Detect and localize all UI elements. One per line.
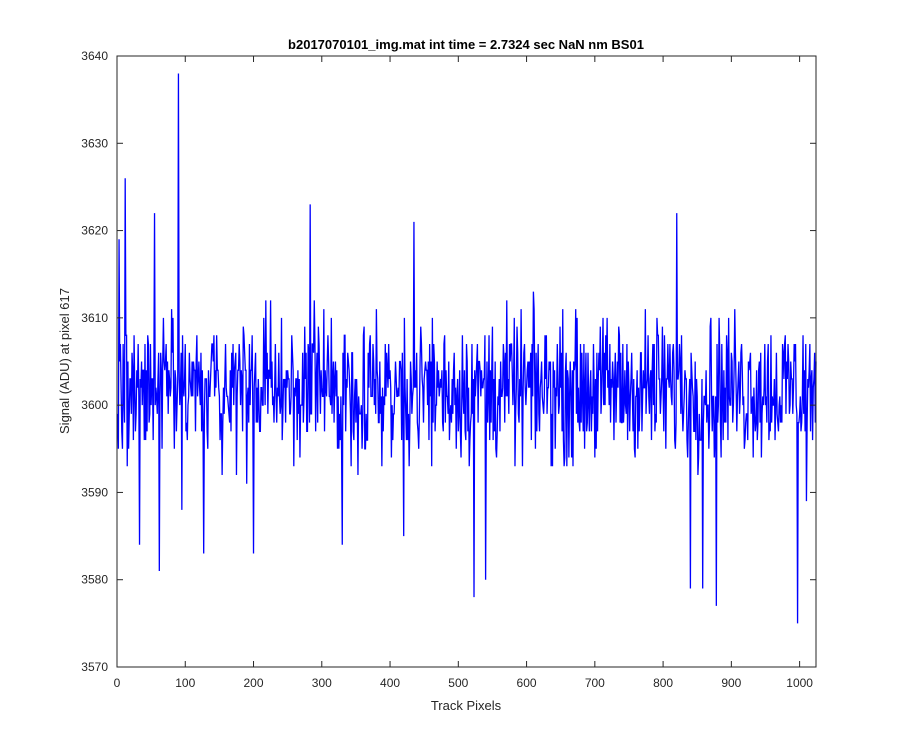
x-tick-label: 0 bbox=[114, 676, 121, 690]
y-tick-label: 3630 bbox=[81, 136, 108, 150]
x-tick-label: 400 bbox=[380, 676, 400, 690]
y-tick-label: 3580 bbox=[81, 573, 108, 587]
chart-title: b2017070101_img.mat int time = 2.7324 se… bbox=[288, 37, 644, 52]
axes-box bbox=[116, 55, 817, 668]
x-axis-label: Track Pixels bbox=[431, 698, 502, 713]
x-tick-label: 600 bbox=[517, 676, 537, 690]
y-tick-label: 3640 bbox=[81, 49, 108, 63]
x-tick-label: 1000 bbox=[786, 676, 813, 690]
x-tick-label: 900 bbox=[721, 676, 741, 690]
x-tick-label: 800 bbox=[653, 676, 673, 690]
y-tick-label: 3620 bbox=[81, 224, 108, 238]
x-tick-label: 300 bbox=[312, 676, 332, 690]
x-tick-label: 200 bbox=[244, 676, 264, 690]
y-tick-label: 3600 bbox=[81, 398, 108, 412]
y-tick-label: 3570 bbox=[81, 660, 108, 674]
x-tick-label: 500 bbox=[448, 676, 468, 690]
y-tick-label: 3590 bbox=[81, 485, 108, 499]
series-line-0 bbox=[117, 73, 817, 624]
ticks-layer: 0 100 200 300 400 500 600 700 800 900 1000 3570 3580… bbox=[81, 49, 816, 690]
x-tick-label: 700 bbox=[585, 676, 605, 690]
y-tick-label: 3610 bbox=[81, 311, 108, 325]
x-tick-label: 100 bbox=[175, 676, 195, 690]
y-axis-label: Signal (ADU) at pixel 617 bbox=[57, 288, 72, 434]
series-layer bbox=[117, 73, 817, 624]
